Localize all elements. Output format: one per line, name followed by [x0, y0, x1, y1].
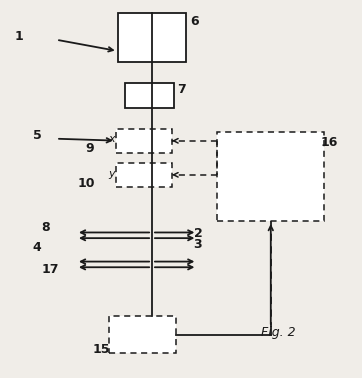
Bar: [118, 13, 186, 62]
Bar: [217, 132, 324, 221]
Text: x: x: [109, 134, 115, 144]
Text: 4: 4: [33, 242, 41, 254]
Text: 7: 7: [177, 83, 186, 96]
Bar: [116, 129, 172, 153]
Text: 8: 8: [42, 221, 50, 234]
Bar: [125, 83, 174, 108]
Text: 3: 3: [194, 238, 202, 251]
Text: 15: 15: [92, 344, 110, 356]
Bar: [109, 316, 176, 353]
Text: 17: 17: [42, 263, 59, 276]
Text: 9: 9: [85, 143, 94, 155]
Bar: [116, 163, 172, 187]
Text: 5: 5: [33, 129, 41, 142]
Text: 6: 6: [190, 15, 199, 28]
Text: 2: 2: [194, 227, 202, 240]
Text: 1: 1: [14, 30, 23, 43]
Text: y: y: [109, 169, 115, 178]
Text: 16: 16: [320, 136, 338, 149]
Text: 10: 10: [78, 177, 95, 190]
Text: Fig. 2: Fig. 2: [261, 327, 295, 339]
